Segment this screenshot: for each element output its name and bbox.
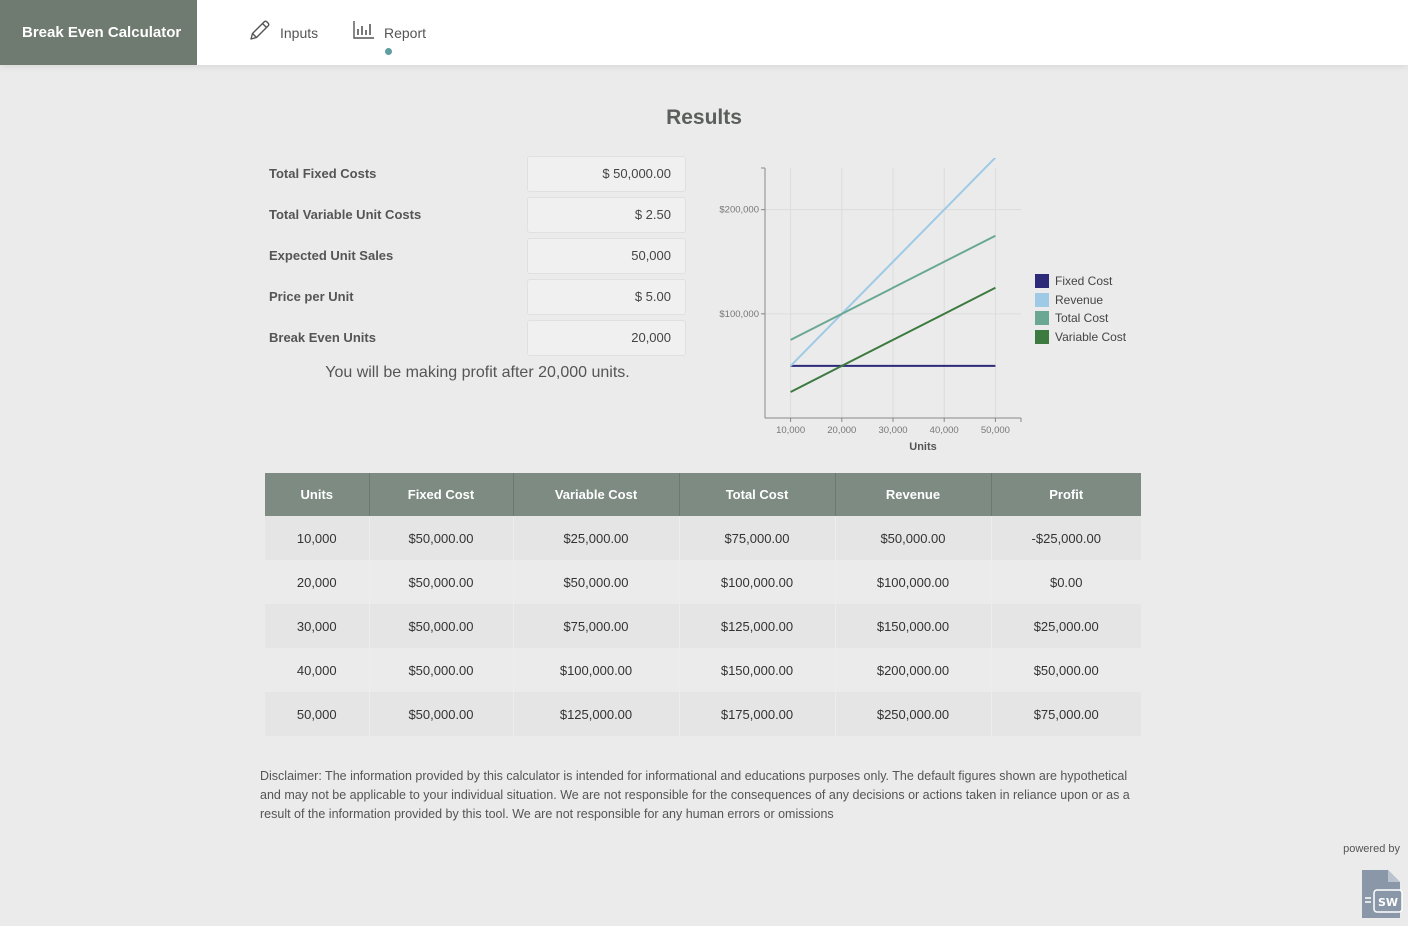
cell: $100,000.00 xyxy=(835,560,992,604)
active-tab-indicator xyxy=(385,48,392,55)
col-profit: Profit xyxy=(991,473,1141,516)
cell: $25,000.00 xyxy=(513,516,680,560)
legend-label: Variable Cost xyxy=(1055,329,1127,344)
legend-swatch xyxy=(1035,274,1049,289)
legend-label: Total Cost xyxy=(1055,311,1109,326)
disclaimer-text: Disclaimer: The information provided by … xyxy=(260,769,1130,821)
series-line-total-cost xyxy=(790,234,996,341)
field-value: $ 5.00 xyxy=(527,279,686,315)
field-value: 20,000 xyxy=(527,320,686,356)
legend-swatch xyxy=(1035,329,1049,344)
field-break-even-units: Break Even Units 20,000 xyxy=(269,320,686,356)
x-tick-label: 40,000 xyxy=(930,425,959,436)
powered-by-label: powered by xyxy=(1343,843,1400,855)
field-value: $ 2.50 xyxy=(527,197,686,233)
cell: $150,000.00 xyxy=(835,604,992,648)
document-logo-icon: SW xyxy=(1362,870,1403,918)
legend-item: Revenue xyxy=(1035,291,1126,310)
field-label: Price per Unit xyxy=(269,289,354,304)
table-row: 30,000 $50,000.00 $75,000.00 $125,000.00… xyxy=(265,604,1141,648)
cell: 40,000 xyxy=(265,648,370,692)
cell: $50,000.00 xyxy=(369,604,514,648)
cell: $125,000.00 xyxy=(679,604,836,648)
bar-chart-icon xyxy=(352,18,376,47)
x-tick-label: 50,000 xyxy=(981,425,1010,436)
cell: $50,000.00 xyxy=(991,648,1141,692)
legend-item: Fixed Cost xyxy=(1035,272,1126,291)
break-even-table: Units Fixed Cost Variable Cost Total Cos… xyxy=(265,473,1141,736)
cell: -$25,000.00 xyxy=(991,516,1141,560)
cell: $125,000.00 xyxy=(513,692,680,736)
series-line-revenue xyxy=(789,158,997,367)
field-label: Total Fixed Costs xyxy=(269,166,377,181)
top-bar: Break Even Calculator Inputs Report xyxy=(0,0,1408,65)
y-tick-label: $200,000 xyxy=(719,205,759,216)
brand-title: Break Even Calculator xyxy=(0,0,197,65)
col-revenue: Revenue xyxy=(835,473,992,516)
field-expected-unit-sales: Expected Unit Sales 50,000 xyxy=(269,238,686,274)
field-label: Total Variable Unit Costs xyxy=(269,207,422,222)
field-value: $ 50,000.00 xyxy=(527,156,686,192)
table-row: 20,000 $50,000.00 $50,000.00 $100,000.00… xyxy=(265,560,1141,604)
legend-item: Variable Cost xyxy=(1035,328,1126,347)
field-value: 50,000 xyxy=(527,238,686,274)
results-title: Results xyxy=(666,106,742,129)
cell: $200,000.00 xyxy=(835,648,992,692)
cell: $50,000.00 xyxy=(369,648,514,692)
pencil-icon xyxy=(248,18,272,47)
table-row: 10,000 $50,000.00 $25,000.00 $75,000.00 … xyxy=(265,516,1141,560)
cell: $50,000.00 xyxy=(369,516,514,560)
cell: $100,000.00 xyxy=(679,560,836,604)
table-row: 40,000 $50,000.00 $100,000.00 $150,000.0… xyxy=(265,648,1141,692)
cell: $50,000.00 xyxy=(513,560,680,604)
field-label: Expected Unit Sales xyxy=(269,248,394,263)
cell: 20,000 xyxy=(265,560,370,604)
cell: 50,000 xyxy=(265,692,370,736)
cell: 30,000 xyxy=(265,604,370,648)
field-total-fixed-costs: Total Fixed Costs $ 50,000.00 xyxy=(269,156,686,192)
cell: $175,000.00 xyxy=(679,692,836,736)
field-total-variable-unit-costs: Total Variable Unit Costs $ 2.50 xyxy=(269,197,686,233)
cell: $150,000.00 xyxy=(679,648,836,692)
table-header-row: Units Fixed Cost Variable Cost Total Cos… xyxy=(265,473,1141,516)
legend-swatch xyxy=(1035,292,1049,307)
tab-report[interactable]: Report xyxy=(352,0,426,65)
cell: $75,000.00 xyxy=(679,516,836,560)
col-total-cost: Total Cost xyxy=(679,473,836,516)
cell: $50,000.00 xyxy=(369,692,514,736)
field-label: Break Even Units xyxy=(269,330,376,345)
field-price-per-unit: Price per Unit $ 5.00 xyxy=(269,279,686,315)
chart-legend: Fixed Cost Revenue Total Cost Variable Cost xyxy=(1035,272,1126,346)
y-tick-label: $100,000 xyxy=(719,309,759,320)
x-tick-label: 10,000 xyxy=(776,425,805,436)
break-even-chart: 10,000 20,000 30,000 40,000 50,000 $100,000 $2… xyxy=(719,158,1022,453)
cell: $50,000.00 xyxy=(369,560,514,604)
legend-item: Total Cost xyxy=(1035,309,1126,328)
cell: 10,000 xyxy=(265,516,370,560)
table-row: 50,000 $50,000.00 $125,000.00 $175,000.0… xyxy=(265,692,1141,736)
legend-label: Revenue xyxy=(1055,292,1104,307)
x-axis-label: Units xyxy=(909,441,937,453)
cell: $75,000.00 xyxy=(991,692,1141,736)
tab-report-label: Report xyxy=(384,24,427,41)
series-line-variable-cost xyxy=(790,286,996,393)
tab-inputs[interactable]: Inputs xyxy=(248,0,318,65)
tab-inputs-label: Inputs xyxy=(280,24,319,41)
cell: $100,000.00 xyxy=(513,648,680,692)
cell: $50,000.00 xyxy=(835,516,992,560)
sw-logo-link[interactable]: SW xyxy=(1360,868,1404,925)
logo-text: SW xyxy=(1378,896,1398,909)
cell: $0.00 xyxy=(991,560,1141,604)
cell: $75,000.00 xyxy=(513,604,680,648)
legend-swatch xyxy=(1035,311,1049,326)
col-variable-cost: Variable Cost xyxy=(513,473,680,516)
x-tick-label: 30,000 xyxy=(878,425,907,436)
cell: $25,000.00 xyxy=(991,604,1141,648)
cell: $250,000.00 xyxy=(835,692,992,736)
col-units: Units xyxy=(265,473,370,516)
legend-label: Fixed Cost xyxy=(1055,274,1113,289)
profit-message: You will be making profit after 20,000 u… xyxy=(325,364,630,381)
x-tick-label: 20,000 xyxy=(827,425,856,436)
col-fixed-cost: Fixed Cost xyxy=(369,473,514,516)
